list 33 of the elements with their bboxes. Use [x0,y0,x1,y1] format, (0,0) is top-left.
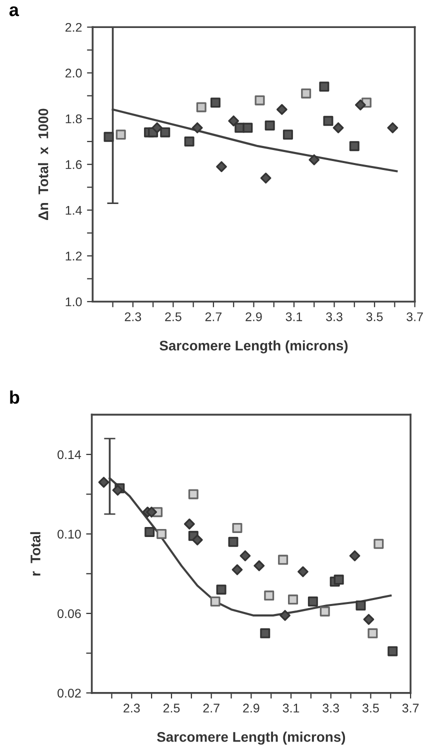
x-tick-label: 2.5 [165,312,182,322]
x-tick-label: 2.3 [124,312,142,322]
x-tick-label: 2.7 [203,704,220,712]
x-tick-label: 3.3 [326,312,342,322]
y-tick-label: 1.4 [66,206,82,215]
y-tick-label: 1.8 [66,114,82,124]
x-tick-label: 2.9 [246,312,262,322]
x-tick-label: 3.5 [362,704,379,713]
y-axis-title: Δn Total x 1000 [38,108,48,220]
chart-title: a [9,6,20,16]
y-axis-title: r Total [30,532,40,576]
x-tick-label: 3.7 [402,704,419,713]
x-tick-label: 3.7 [406,312,423,322]
y-tick-label: 0.14 [58,450,82,460]
y-tick-label: 2.0 [65,68,82,78]
y-tick-label: 2.2 [65,22,82,32]
y-tick-label: 1.2 [66,252,82,260]
x-tick-label: 2.9 [243,704,260,713]
x-tick-label: 3.1 [286,312,302,322]
y-tick-label: 1.0 [66,297,82,306]
y-tick-label: 0.02 [58,688,81,698]
x-axis-title: Sarcomere Length (microns) [160,340,348,354]
x-tick-label: 3.3 [322,704,339,713]
x-axis-title: Sarcomere Length (microns) [157,732,346,745]
x-tick-label: 3.1 [282,704,300,713]
chart-title: b [10,390,20,404]
x-tick-label: 2.3 [124,704,140,713]
y-tick-label: 1.6 [66,160,82,170]
x-tick-label: 3.5 [366,312,383,322]
y-tick-label: 0.06 [58,609,81,618]
x-tick-label: 2.5 [163,704,180,713]
x-tick-label: 2.7 [205,312,222,322]
y-tick-label: 0.10 [58,530,81,539]
